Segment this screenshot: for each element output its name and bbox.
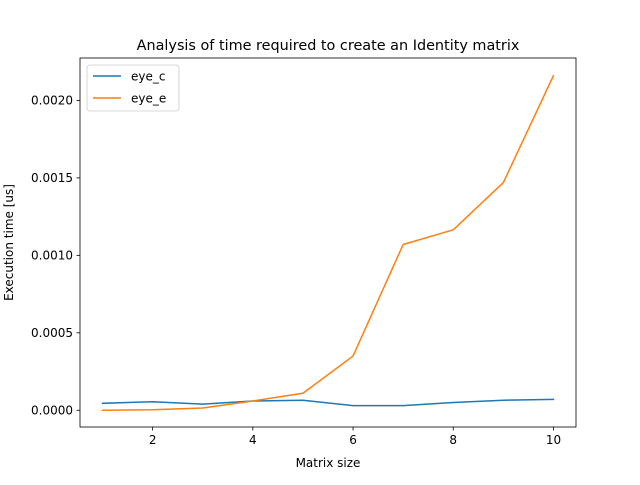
- legend-label-eye_e: eye_e: [131, 91, 166, 105]
- legend-label-eye_c: eye_c: [131, 69, 165, 83]
- chart-title: Analysis of time required to create an I…: [137, 38, 520, 54]
- x-axis-label: Matrix size: [296, 456, 361, 470]
- y-tick-label: 0.0000: [31, 404, 73, 418]
- x-tick-label: 8: [449, 433, 457, 447]
- series-layer: [101, 74, 555, 412]
- x-tick-label: 4: [249, 433, 257, 447]
- y-axis-ticks: 0.0000 0.0005 0.0010 0.0015 0.0020: [31, 94, 80, 418]
- legend: eye_c eye_e: [86, 64, 180, 112]
- plot-area: [79, 57, 577, 428]
- x-tick-label: 2: [149, 433, 157, 447]
- y-tick-label: 0.0005: [31, 326, 73, 340]
- y-tick-label: 0.0010: [31, 249, 73, 263]
- series-line-eye_e: [101, 74, 555, 412]
- axes-frame: [79, 57, 577, 428]
- x-tick-label: 6: [349, 433, 357, 447]
- y-tick-label: 0.0015: [31, 171, 73, 185]
- y-axis-label: Execution time [us]: [2, 184, 16, 301]
- x-tick-label: 10: [546, 433, 561, 447]
- series-line-eye_c: [101, 398, 555, 407]
- x-axis-ticks: 2 4 6 8 10: [149, 427, 561, 447]
- y-tick-label: 0.0020: [31, 94, 73, 108]
